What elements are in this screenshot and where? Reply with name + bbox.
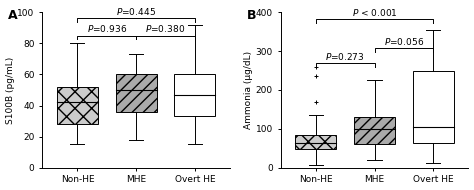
- Text: $\mathit{P}$=0.273: $\mathit{P}$=0.273: [326, 51, 365, 62]
- Bar: [174, 74, 215, 116]
- Bar: [413, 71, 454, 142]
- Text: A: A: [9, 9, 18, 22]
- Bar: [354, 117, 395, 144]
- Text: $\mathit{P}$=0.936: $\mathit{P}$=0.936: [87, 23, 127, 34]
- Bar: [295, 135, 337, 149]
- Text: $\mathit{P}$ < 0.001: $\mathit{P}$ < 0.001: [352, 7, 397, 18]
- Text: $\mathit{P}$=0.445: $\mathit{P}$=0.445: [116, 6, 156, 17]
- Bar: [116, 74, 157, 112]
- Bar: [57, 87, 98, 124]
- Y-axis label: Ammonia (μg/dL): Ammonia (μg/dL): [244, 51, 253, 129]
- Text: $\mathit{P}$=0.056: $\mathit{P}$=0.056: [384, 36, 424, 47]
- Text: $\mathit{P}$=0.380: $\mathit{P}$=0.380: [146, 23, 185, 34]
- Y-axis label: S100B (pg/mL): S100B (pg/mL): [6, 56, 15, 124]
- Text: B: B: [247, 9, 256, 22]
